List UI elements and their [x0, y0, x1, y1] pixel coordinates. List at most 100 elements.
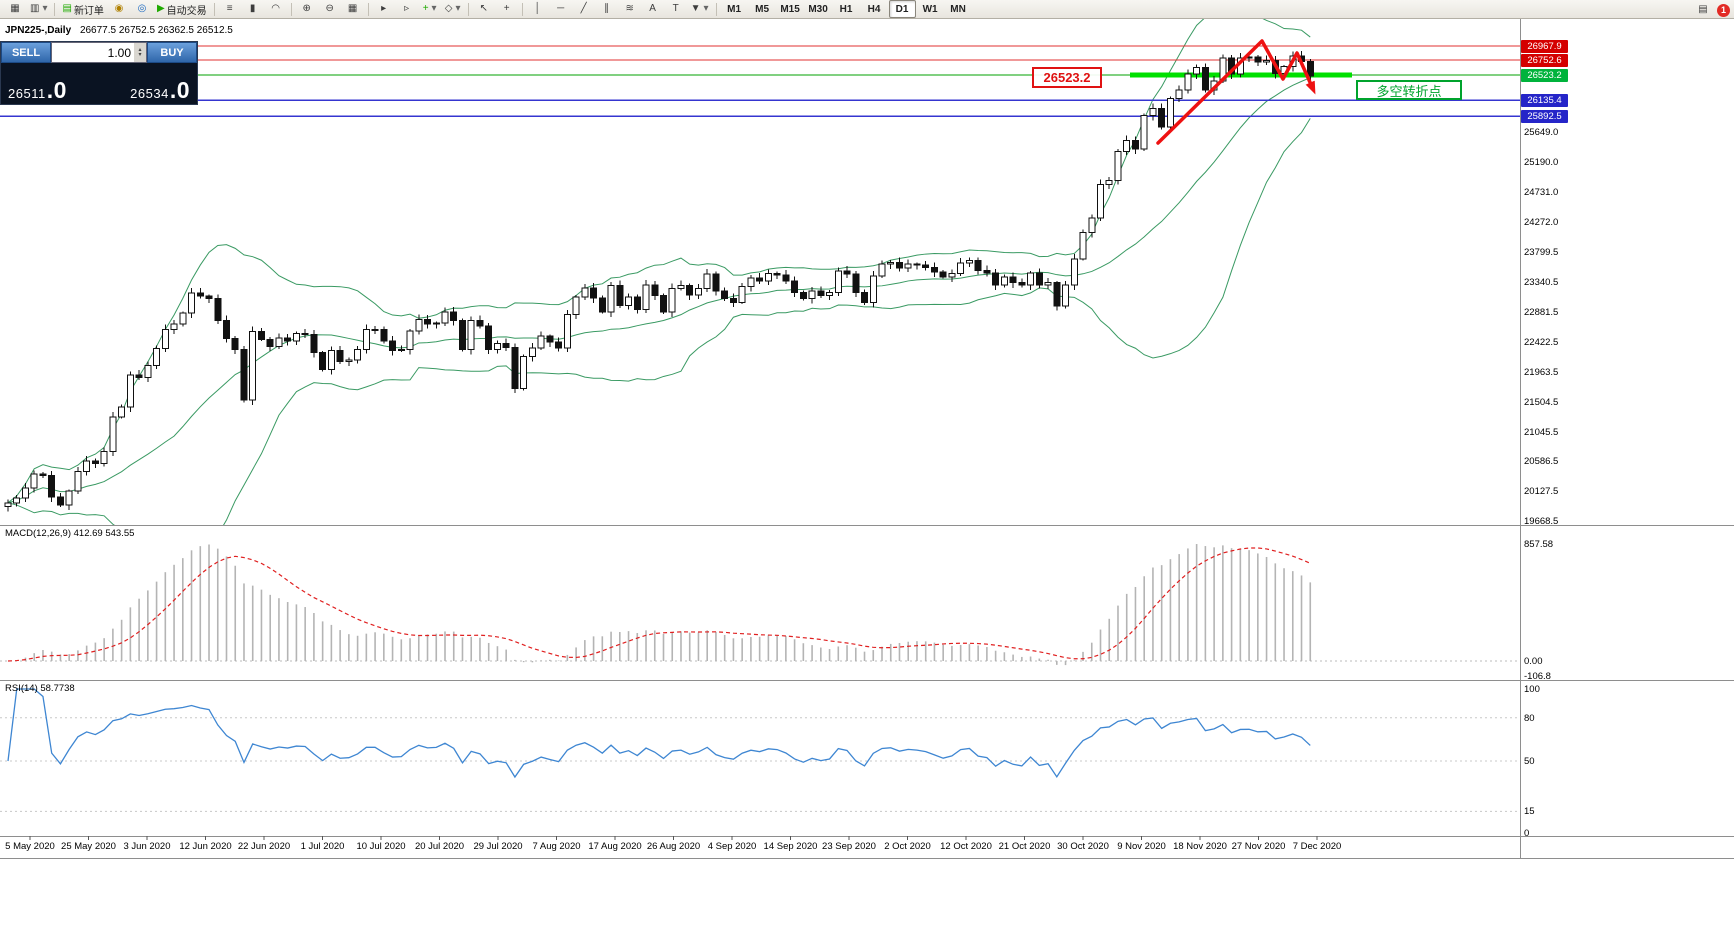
tf-h4-button[interactable]: H4 [867, 3, 881, 15]
price-axis-tag: 25892.5 [1521, 109, 1568, 123]
auto-scroll-icon[interactable]: ▸ [381, 3, 387, 14]
price-axis-label: 21963.5 [1524, 366, 1559, 378]
toolbar-separator [290, 2, 292, 16]
date-axis-label: 27 Nov 2020 [1231, 841, 1286, 852]
rsi-axis-label: 100 [1524, 684, 1540, 695]
date-axis-label: 1 Jul 2020 [300, 841, 345, 852]
chart-ohlc-values: 26677.5 26752.5 26362.5 26512.5 [79, 25, 233, 36]
new-window-icon[interactable]: ▦ [10, 3, 20, 14]
price-axis-label: 22881.5 [1524, 307, 1559, 319]
rsi-axis-label: 80 [1524, 712, 1535, 724]
candles [4, 51, 1314, 512]
date-axis-label: 5 May 2020 [5, 841, 55, 852]
sell-price-frac: .0 [46, 77, 67, 103]
buy-button[interactable]: BUY [147, 42, 197, 63]
date-axis-label: 30 Oct 2020 [1057, 841, 1109, 852]
buy-price-frac: .0 [169, 77, 190, 103]
label-icon[interactable]: T [672, 3, 679, 14]
date-axis-label: 4 Sep 2020 [707, 841, 757, 852]
turning-point-label[interactable]: 多空转折点 [1356, 80, 1462, 100]
toolbar-separator [54, 2, 56, 16]
volume-stepper[interactable]: ▴ ▾ [134, 43, 146, 62]
date-axis-label: 14 Sep 2020 [763, 841, 818, 852]
chart-symbol-period: JPN225-,Daily [5, 25, 72, 36]
sell-button[interactable]: SELL [1, 42, 51, 63]
price-axis-label: 24731.0 [1524, 186, 1559, 198]
volume-up-icon[interactable]: ▴ [138, 46, 142, 53]
crosshair-icon[interactable]: + [503, 3, 510, 14]
fibonacci-icon[interactable]: ≋ [625, 3, 634, 14]
horizontal-price-lines[interactable] [0, 45, 1520, 117]
objects-icon[interactable]: ◇ ▾ [444, 3, 461, 14]
tf-h1-button[interactable]: H1 [839, 3, 853, 15]
toolbar-right-group: ▤ 1 [1692, 1, 1730, 19]
price-axis-label: 21045.5 [1524, 426, 1559, 438]
vertical-line-icon[interactable]: │ [534, 3, 541, 14]
date-axis-label: 22 Jun 2020 [237, 841, 291, 852]
price-callout-label[interactable]: 26523.2 [1032, 67, 1102, 88]
tf-m15-button[interactable]: M15 [780, 3, 800, 15]
date-axis-label: 7 Aug 2020 [532, 841, 581, 852]
price-axis-label: 20586.5 [1524, 456, 1559, 468]
volume-value[interactable]: 1.00 [107, 45, 131, 60]
zoom-in-icon[interactable]: ⊕ [302, 3, 311, 14]
trade-panel-controls: SELL 1.00 ▴ ▾ BUY [1, 42, 197, 63]
tf-m5-button[interactable]: M5 [755, 3, 770, 15]
chat-icon[interactable]: ▤ [1692, 1, 1714, 19]
tf-d1-button[interactable]: D1 [888, 0, 916, 18]
trade-panel-prices: 26511.0 26534.0 [1, 63, 197, 104]
tf-mn-button[interactable]: MN [950, 3, 966, 15]
indicators-icon[interactable]: + ▾ [422, 3, 437, 14]
panel-separators [0, 19, 1734, 859]
macd-axis-label: -106.8 [1524, 670, 1551, 682]
macd-axis-label: 857.58 [1524, 539, 1554, 551]
rsi-axis-label: 50 [1524, 756, 1535, 767]
chat-glyph: ▤ [1698, 4, 1708, 15]
sell-price: 26511.0 [8, 77, 67, 103]
sell-price-main: 26511 [8, 86, 46, 101]
buy-price: 26534.0 [130, 77, 190, 103]
tf-m1-button[interactable]: M1 [727, 3, 742, 15]
price-axis-label: 20127.5 [1524, 486, 1559, 498]
date-axis-label: 23 Sep 2020 [822, 841, 876, 852]
chart-candles-icon[interactable]: ▮ [249, 3, 256, 14]
notification-badge[interactable]: 1 [1717, 3, 1730, 17]
date-axis-label: 9 Nov 2020 [1117, 841, 1166, 852]
date-axis-label: 3 Jun 2020 [123, 841, 171, 852]
toolbar-separator [521, 2, 523, 16]
tf-w1-button[interactable]: W1 [922, 3, 938, 15]
volume-input[interactable]: 1.00 ▴ ▾ [51, 42, 147, 63]
chart-bars-icon[interactable]: ≡ [226, 3, 233, 14]
chart-shift-icon[interactable]: ▹ [404, 3, 410, 14]
toolbar-items: ▦ ▥ ▾ ▤ 新订单 ◉ ◎ ▶ 自动交易 ≡ ▮ ◠ ⊕ ⊖ ▦ ▸ ▹ + ▾ ◇ ▾ ↖ + │ ─ ╱ ∥ ≋ A T ▼ ▾ M1 M… [4, 0, 972, 18]
channel-icon[interactable]: ∥ [604, 3, 610, 14]
new-order-button[interactable]: ▤ 新订单 [62, 3, 104, 17]
date-axis-label: 7 Dec 2020 [1292, 841, 1342, 852]
profiles-icon[interactable]: ▥ ▾ [30, 3, 48, 14]
zoom-out-icon[interactable]: ⊖ [325, 3, 334, 14]
volume-down-icon[interactable]: ▾ [138, 51, 142, 58]
zigzag-arrow-annotation[interactable] [1156, 39, 1316, 145]
date-axis-label: 12 Jun 2020 [179, 841, 232, 852]
price-axis-label: 25649.0 [1524, 127, 1559, 138]
alerts-icon[interactable]: ◉ [114, 3, 124, 14]
tile-windows-icon[interactable]: ▦ [347, 3, 358, 14]
text-icon[interactable]: A [649, 3, 656, 14]
price-axis-tag: 26752.6 [1521, 53, 1568, 67]
market-watch-icon[interactable]: ◎ [137, 3, 147, 14]
macd-indicator [0, 544, 1520, 666]
trendline-icon[interactable]: ╱ [580, 3, 587, 14]
date-axis-label: 29 Jul 2020 [473, 841, 523, 852]
macd-label: MACD(12,26,9) 412.69 543.55 [5, 528, 135, 539]
cursor-icon[interactable]: ↖ [479, 3, 488, 14]
date-axis-label: 2 Oct 2020 [884, 841, 931, 852]
toolbar-separator [367, 2, 369, 16]
autotrade-button[interactable]: ▶ 自动交易 [156, 3, 207, 17]
date-axis-label: 10 Jul 2020 [356, 841, 406, 852]
horizontal-line-icon[interactable]: ─ [557, 3, 565, 14]
rsi-axis-label: 0 [1524, 828, 1530, 839]
arrows-icon[interactable]: ▼ ▾ [690, 3, 709, 14]
tf-m30-button[interactable]: M30 [808, 3, 828, 15]
chart-line-icon[interactable]: ◠ [271, 3, 280, 14]
rsi-indicator [0, 688, 1520, 812]
